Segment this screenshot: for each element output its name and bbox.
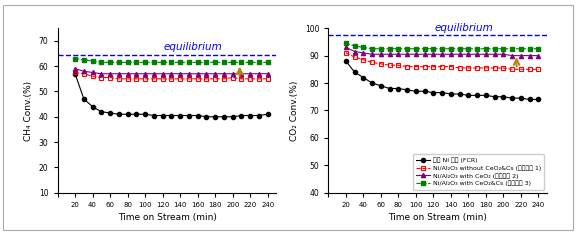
Y-axis label: CO₂ Conv.(%): CO₂ Conv.(%) [290,80,300,141]
X-axis label: Time on Stream (min): Time on Stream (min) [118,213,217,222]
Legend: 상용 Ni 쳙매 (FCR), Ni/Al₂O₃ without CeO₂&Cs (개발쳙매 1), Ni/Al₂O₃ with CeO₂ (개발쳙매 2), : 상용 Ni 쳙매 (FCR), Ni/Al₂O₃ without CeO₂&Cs… [412,154,544,190]
Text: equilibrium: equilibrium [164,42,223,52]
Text: equilibrium: equilibrium [435,23,494,33]
X-axis label: Time on Stream (min): Time on Stream (min) [388,213,487,222]
Y-axis label: CH₄ Conv.(%): CH₄ Conv.(%) [24,80,33,141]
